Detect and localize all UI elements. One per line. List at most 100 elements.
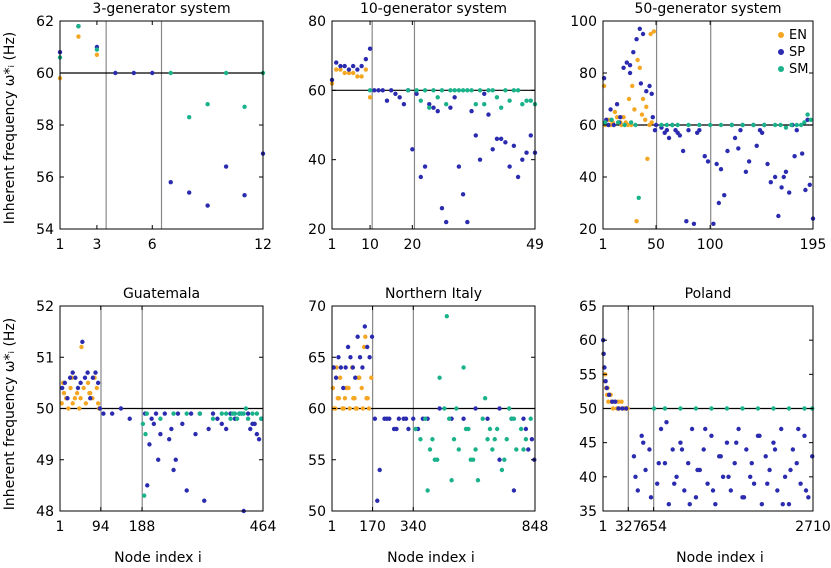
point-SP [641,440,646,445]
point-SP [670,447,675,452]
point-SP [118,406,124,411]
point-EN [342,396,348,401]
point-SM [254,411,260,416]
point-EN [632,107,637,112]
point-SP [150,70,155,76]
point-SM [751,122,756,128]
point-SP [254,431,260,437]
point-SP [70,370,75,375]
point-SP [427,102,432,107]
point-SP [520,157,525,162]
point-SM [437,375,442,380]
point-SP [662,460,668,466]
point-SM [413,426,418,432]
point-SP [627,70,633,76]
point-SP [394,426,399,432]
y-tick-label: 80 [579,66,597,82]
point-SP [452,95,457,100]
point-SP [75,385,81,391]
point-SP [627,62,633,68]
y-tick-label: 56 [36,170,54,186]
point-SP [643,467,648,473]
panel-2: 10-generator system 1 10 20 49 20 40 60 80 [308,1,544,253]
point-SP [779,185,784,190]
panel-3: 50-generator system 1 50 100 195 20 40 60 80 100 [570,1,826,253]
point-SM [482,102,487,107]
point-SM [452,88,457,93]
legend-label-EN: EN [789,28,807,43]
point-EN [647,122,652,128]
point-SM [446,416,452,421]
point-SP [786,190,792,195]
point-SP [757,433,762,439]
point-EN [644,104,649,110]
point-EN [347,406,352,411]
point-SP [175,411,181,416]
panel-title: Northern Italy [385,286,482,302]
point-SM [460,88,466,93]
point-SM [205,102,210,107]
point-SP [741,495,747,500]
x-tick-label: 12 [254,237,272,253]
point-SP [219,421,224,427]
point-SM [622,122,627,128]
y-tick-label: 55 [308,453,326,469]
point-SP [810,454,815,459]
point-EN [643,117,648,123]
point-SP [634,37,639,42]
point-SM [430,437,435,442]
point-SP [689,426,695,432]
point-SM [461,365,466,370]
point-SP [794,128,799,133]
point-SM [729,122,735,128]
point-SM [144,411,150,416]
point-SP [503,140,508,145]
panel-title: Poland [685,286,732,302]
point-SM [523,437,529,442]
point-SP [674,474,679,480]
point-SP [460,192,466,197]
panel-title: 3-generator system [92,1,230,17]
point-SM [528,98,533,103]
point-SM [504,437,509,442]
point-SP [799,151,805,156]
point-EN [87,390,92,396]
y-tick-label: 60 [579,333,597,349]
point-SP [242,193,247,198]
point-SP [97,406,103,411]
point-SM [724,406,730,411]
panel-title: 50-generator system [634,1,781,17]
x-tick-label: 6 [148,237,157,253]
point-SP [705,481,710,486]
point-EN [74,390,80,396]
point-SM [755,406,761,411]
point-SM [502,457,507,462]
point-SM [789,122,794,128]
point-SM [693,406,699,411]
point-SP [188,411,194,416]
point-EN [346,70,352,76]
point-SP [611,122,617,128]
point-SP [802,433,807,439]
point-SP [78,380,83,386]
series-SM [57,24,266,120]
point-SP [798,481,803,486]
point-SP [67,375,73,380]
point-SP [620,406,625,411]
point-SP [680,148,686,154]
point-SP [738,128,743,133]
point-SM [442,406,447,411]
point-SM [503,88,508,93]
point-SM [427,447,433,452]
point-SP [736,426,741,432]
point-SM [678,406,683,411]
point-SP [372,416,378,421]
x-tick-label: 1 [599,237,608,253]
point-SP [765,161,770,167]
axes-frame [331,20,536,230]
point-SM [499,467,505,473]
point-SP [603,378,608,384]
point-EN [626,96,632,102]
point-SM [664,122,670,128]
